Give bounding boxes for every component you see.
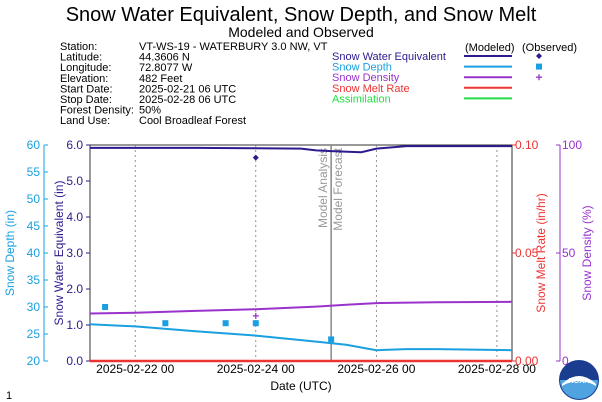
- station-info-value: 50%: [139, 105, 161, 117]
- station-info-label: Elevation:: [60, 73, 108, 85]
- melt-axis-label: Snow Melt Rate (in/hr): [534, 193, 548, 312]
- depth-tick-label: 40: [27, 246, 41, 260]
- swe-tick-label: 1.0: [66, 318, 83, 332]
- depth-tick-label: 25: [27, 327, 41, 341]
- melt-tick-label: 0.00: [515, 354, 539, 368]
- depth-tick-label: 45: [27, 219, 41, 233]
- density-axis-label: Snow Density (%): [580, 205, 594, 300]
- series-layer: [89, 145, 513, 363]
- density-tick-label: 50: [562, 246, 576, 260]
- legend-label: Snow Melt Rate: [332, 83, 410, 95]
- snow-water-equivalent-observed-point: [252, 154, 259, 161]
- legend-marker: [536, 53, 542, 59]
- melt-tick-label: 0.10: [515, 138, 539, 152]
- x-tick-label: 2025-02-22 00: [96, 362, 174, 376]
- swe-tick-label: 0.0: [66, 354, 83, 368]
- station-info-value: 44.3606 N: [139, 52, 190, 64]
- station-info-label: Start Date:: [60, 83, 113, 95]
- x-tick-label: 2025-02-28 00: [458, 362, 536, 376]
- x-tick-label: 2025-02-24 00: [217, 362, 295, 376]
- swe-tick-label: 3.0: [66, 246, 83, 260]
- station-info-value: 2025-02-28 06 UTC: [139, 94, 236, 106]
- station-info-value: 482 Feet: [139, 73, 182, 85]
- legend-label: Snow Water Equivalent: [332, 51, 446, 63]
- svg-text:NOAA: NOAA: [569, 378, 590, 385]
- x-axis-label: Date (UTC): [270, 379, 331, 393]
- depth-tick-label: 55: [27, 165, 41, 179]
- forecast-divider: Model Analysis Model Forecast: [316, 145, 345, 361]
- legend-marker: [536, 74, 542, 81]
- annotation-forecast: Model Forecast: [331, 147, 345, 230]
- page-number: 1: [6, 390, 12, 402]
- station-info-value: 2025-02-21 06 UTC: [139, 83, 236, 95]
- snow-depth-observed-point: [102, 304, 109, 310]
- snow-depth-observed-point: [162, 320, 169, 327]
- depth-tick-label: 35: [27, 273, 41, 287]
- chart-subtitle: Modeled and Observed: [228, 24, 374, 40]
- snow-depth-modeled-line: [89, 323, 513, 352]
- density-tick-label: 100: [562, 138, 582, 152]
- station-info-label: Stop Date:: [60, 94, 112, 106]
- snow-density-observed-point: [252, 312, 259, 319]
- annotation-analysis: Model Analysis: [316, 148, 330, 228]
- legend-label: Snow Depth: [332, 62, 392, 74]
- axes-layer: 0.0 1.0 2.0 3.0 4.0 5.0 6.0 Snow Water Equivale…: [3, 138, 594, 393]
- station-info-value: 72.8077 W: [139, 62, 193, 74]
- legend-modeled-header: (Modeled): [465, 42, 515, 54]
- depth-tick-label: 30: [27, 300, 41, 314]
- station-info-label: Land Use:: [60, 115, 110, 127]
- legend-label: Assimilation: [332, 93, 391, 105]
- depth-tick-label: 60: [27, 138, 41, 152]
- legend-observed-header: (Observed): [522, 42, 577, 54]
- snow-depth-observed-point: [222, 320, 229, 327]
- density-tick-label: 0: [562, 354, 569, 368]
- snow-depth-observed-point: [252, 320, 259, 327]
- snow-water-equivalent-modeled-line: [90, 145, 512, 154]
- station-info-label: Forest Density:: [60, 105, 134, 117]
- legend-marker: [536, 63, 542, 70]
- swe-tick-label: 2.0: [66, 282, 83, 296]
- swe-axis-label: Snow Water Equivalent (in): [52, 181, 66, 326]
- snow-density-modeled-line: [89, 300, 513, 315]
- station-info-value: Cool Broadleaf Forest: [139, 115, 246, 127]
- station-info-label: Latitude:: [60, 52, 102, 64]
- station-info-label: Station:: [60, 41, 97, 53]
- x-tick-label: 2025-02-26 00: [337, 362, 415, 376]
- swe-tick-label: 5.0: [66, 174, 83, 188]
- legend-label: Snow Density: [332, 72, 400, 84]
- swe-tick-label: 6.0: [66, 138, 83, 152]
- station-info-value: VT-WS-19 - WATERBURY 3.0 NW, VT: [139, 41, 328, 53]
- swe-tick-label: 4.0: [66, 210, 83, 224]
- depth-axis-label: Snow Depth (in): [3, 210, 17, 296]
- depth-tick-label: 50: [27, 192, 41, 206]
- depth-tick-label: 20: [27, 354, 41, 368]
- chart-title: Snow Water Equivalent, Snow Depth, and S…: [66, 4, 537, 26]
- noaa-logo: NOAA: [559, 360, 599, 400]
- station-info: Station: VT-WS-19 - WATERBURY 3.0 NW, VT L…: [60, 41, 328, 127]
- station-info-label: Longitude:: [60, 62, 111, 74]
- melt-tick-label: 0.05: [515, 246, 539, 260]
- legend: (Modeled) (Observed) Snow Water Equivale…: [332, 42, 577, 105]
- snow-depth-observed-point: [328, 336, 335, 343]
- plot-frame: [89, 144, 513, 362]
